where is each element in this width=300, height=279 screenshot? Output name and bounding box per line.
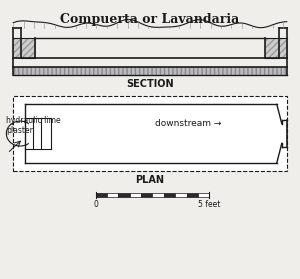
Bar <box>187 193 198 198</box>
Bar <box>95 193 107 198</box>
Bar <box>265 38 287 58</box>
Text: downstream →: downstream → <box>155 119 221 128</box>
Bar <box>164 193 175 198</box>
Text: Compuerta or Lavandaria: Compuerta or Lavandaria <box>60 13 240 26</box>
Bar <box>13 67 287 75</box>
Bar <box>152 193 164 198</box>
Bar <box>141 193 152 198</box>
Bar <box>175 193 187 198</box>
Bar <box>130 193 141 198</box>
Text: hydraulic lime
plaster: hydraulic lime plaster <box>6 116 61 135</box>
Text: 0: 0 <box>93 200 98 209</box>
Bar <box>118 193 130 198</box>
Bar <box>13 38 35 58</box>
Text: PLAN: PLAN <box>136 175 164 185</box>
Bar <box>198 193 209 198</box>
Bar <box>107 193 118 198</box>
Bar <box>13 97 287 171</box>
Text: SECTION: SECTION <box>126 79 174 89</box>
Text: 5 feet: 5 feet <box>198 200 220 209</box>
